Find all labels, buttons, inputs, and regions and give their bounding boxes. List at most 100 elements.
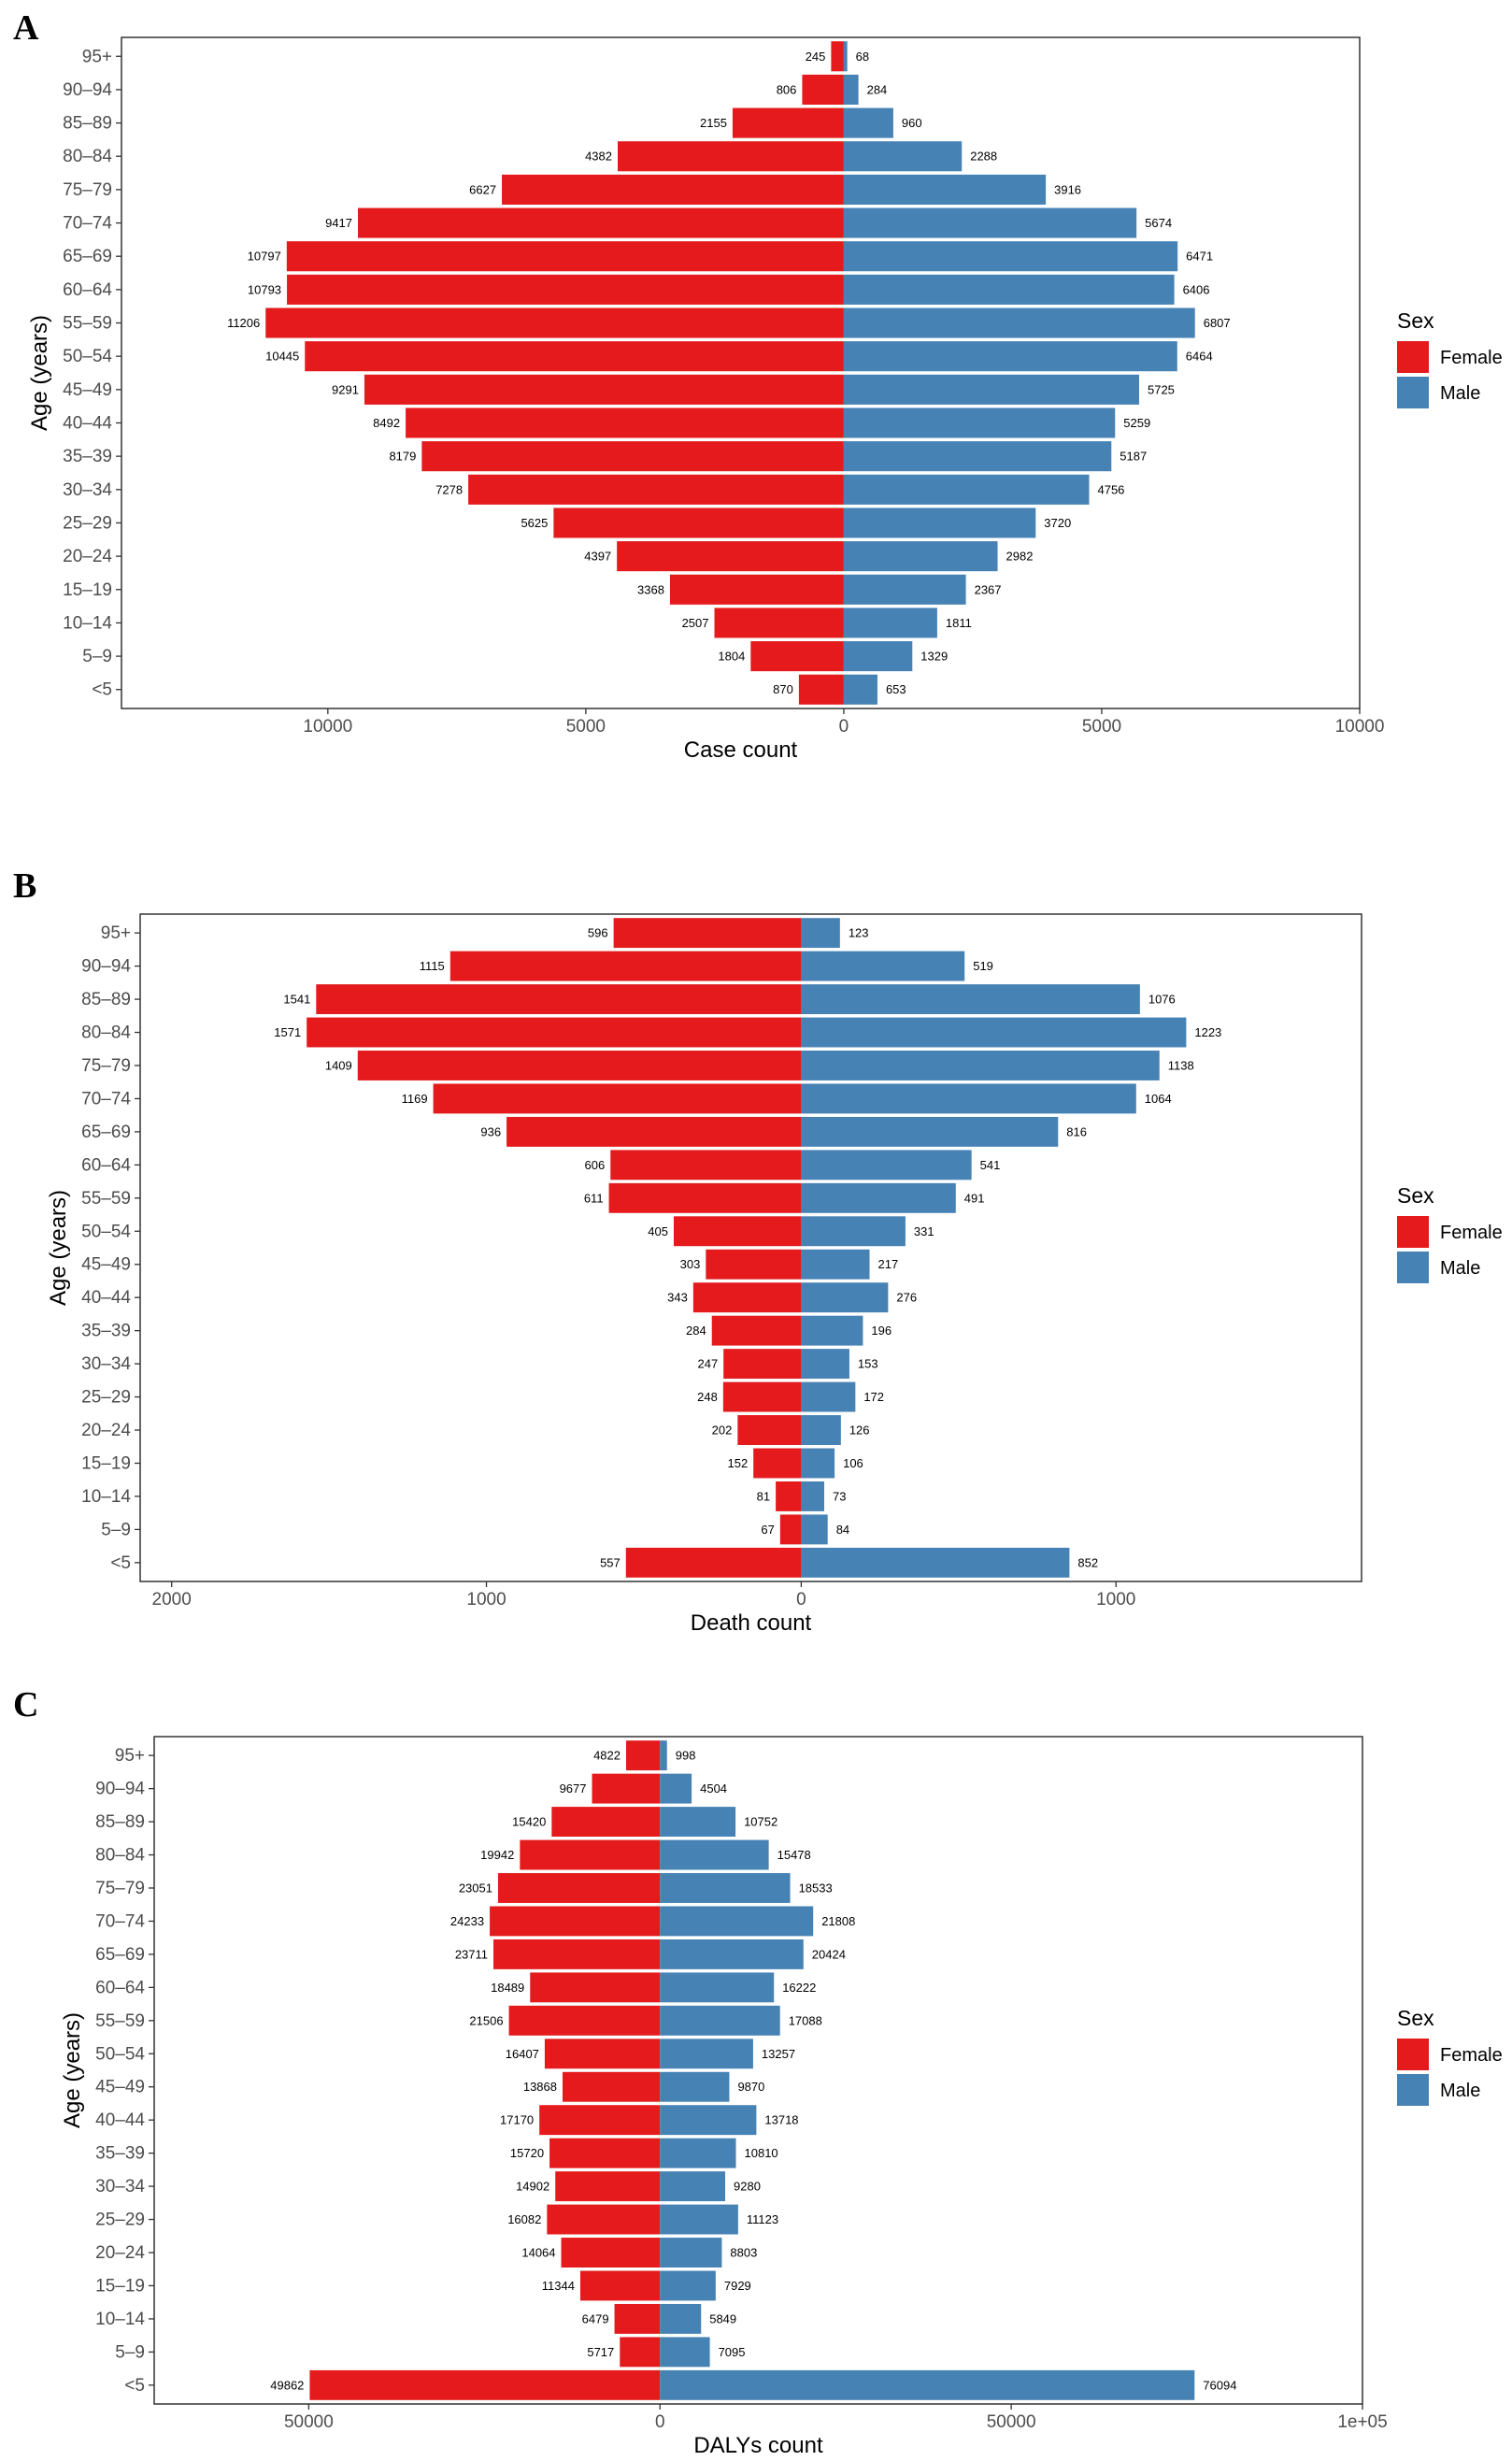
male-bar (801, 1216, 906, 1247)
y-axis-title: Age (years) (60, 2012, 85, 2128)
male-bar (843, 241, 1178, 272)
x-tick-label: 0 (796, 1590, 806, 1610)
legend-title: Sex (1397, 2006, 1434, 2030)
female-bar (530, 1972, 661, 2003)
y-tick-label: 95+ (115, 1746, 145, 1766)
female-value-label: 14064 (521, 2246, 555, 2260)
male-value-label: 5849 (709, 2311, 736, 2325)
female-value-label: 806 (777, 82, 797, 96)
male-bar (660, 2071, 730, 2102)
female-bar (625, 1547, 802, 1578)
female-bar (490, 1906, 661, 1937)
female-value-label: 248 (697, 1390, 718, 1404)
female-bar (614, 2303, 661, 2334)
male-value-label: 284 (867, 82, 888, 96)
female-value-label: 10793 (248, 282, 281, 296)
female-bar (547, 2204, 661, 2235)
x-tick-label: 50000 (987, 2412, 1036, 2432)
female-value-label: 14902 (516, 2180, 549, 2194)
y-tick-label: 25–29 (63, 513, 112, 533)
male-bar (843, 41, 848, 72)
female-bar (610, 1150, 802, 1180)
y-tick-label: 5–9 (115, 2342, 145, 2362)
male-value-label: 196 (871, 1324, 892, 1338)
female-bar (737, 1415, 802, 1445)
male-bar (801, 951, 965, 981)
female-value-label: 13868 (523, 2080, 557, 2094)
male-bar (801, 1116, 1059, 1147)
male-bar (660, 1873, 791, 1903)
male-bar (660, 1807, 736, 1838)
female-value-label: 2155 (700, 116, 727, 130)
panel-letter: C (13, 1685, 38, 1724)
female-bar (732, 107, 844, 138)
female-value-label: 6479 (582, 2311, 609, 2325)
x-tick-label: 10000 (1335, 717, 1385, 737)
female-value-label: 1409 (325, 1058, 352, 1072)
male-value-label: 331 (914, 1224, 934, 1238)
y-tick-label: 55–59 (81, 1189, 131, 1209)
female-value-label: 7278 (435, 482, 463, 496)
female-bar (468, 474, 844, 505)
female-bar (364, 374, 844, 405)
male-bar (801, 1051, 1160, 1080)
male-bar (660, 2337, 710, 2368)
female-bar (287, 274, 844, 305)
male-value-label: 18533 (799, 1881, 833, 1895)
legend-swatch-female (1397, 2039, 1429, 2070)
male-value-label: 9870 (737, 2080, 764, 2094)
y-tick-label: 75–79 (95, 1879, 145, 1898)
male-value-label: 816 (1066, 1124, 1087, 1138)
male-bar (843, 308, 1195, 338)
female-bar (776, 1481, 802, 1511)
male-bar (801, 1448, 835, 1479)
y-tick-label: 10–14 (81, 1487, 131, 1507)
female-bar (592, 1773, 661, 1804)
y-tick-label: 85–89 (81, 990, 131, 1009)
female-bar (551, 1807, 661, 1838)
male-value-label: 16222 (782, 1981, 816, 1995)
legend-title: Sex (1397, 308, 1434, 333)
male-bar (660, 2303, 702, 2334)
y-tick-label: 95+ (82, 47, 112, 66)
legend-swatch-female (1397, 1216, 1429, 1248)
female-value-label: 152 (727, 1456, 748, 1470)
female-value-label: 6627 (469, 182, 496, 196)
female-value-label: 596 (588, 926, 608, 940)
female-bar (316, 984, 802, 1015)
male-bar (843, 574, 966, 605)
female-bar (493, 1939, 661, 1969)
female-bar (406, 408, 844, 438)
male-bar (660, 1906, 814, 1937)
male-bar (843, 374, 1139, 405)
y-tick-label: 60–64 (95, 1978, 145, 1997)
female-bar (692, 1282, 802, 1313)
male-value-label: 5674 (1145, 216, 1172, 230)
y-axis-title: Age (years) (46, 1190, 71, 1306)
male-value-label: 1064 (1145, 1092, 1172, 1106)
female-value-label: 936 (480, 1124, 501, 1138)
male-bar (660, 2270, 716, 2301)
y-tick-label: 55–59 (63, 314, 112, 334)
female-value-label: 202 (712, 1424, 733, 1438)
female-value-label: 9677 (560, 1781, 587, 1796)
male-bar (660, 1773, 692, 1804)
female-value-label: 5717 (587, 2345, 614, 2359)
panel-letter: A (13, 8, 39, 48)
y-tick-label: 75–79 (63, 180, 112, 200)
legend-swatch-male (1397, 1252, 1429, 1283)
female-bar (555, 2171, 661, 2202)
male-value-label: 13257 (762, 2047, 795, 2061)
male-value-label: 852 (1077, 1555, 1098, 1569)
female-value-label: 17170 (500, 2113, 534, 2127)
male-value-label: 1329 (920, 650, 948, 664)
female-value-label: 21506 (469, 2013, 503, 2027)
male-value-label: 106 (843, 1456, 863, 1470)
female-bar (714, 608, 844, 638)
female-value-label: 247 (697, 1357, 718, 1371)
y-tick-label: 30–34 (81, 1354, 131, 1374)
female-bar (620, 2337, 661, 2368)
male-value-label: 5725 (1148, 382, 1175, 396)
male-bar (801, 1249, 870, 1280)
y-tick-label: 55–59 (95, 2011, 145, 2031)
